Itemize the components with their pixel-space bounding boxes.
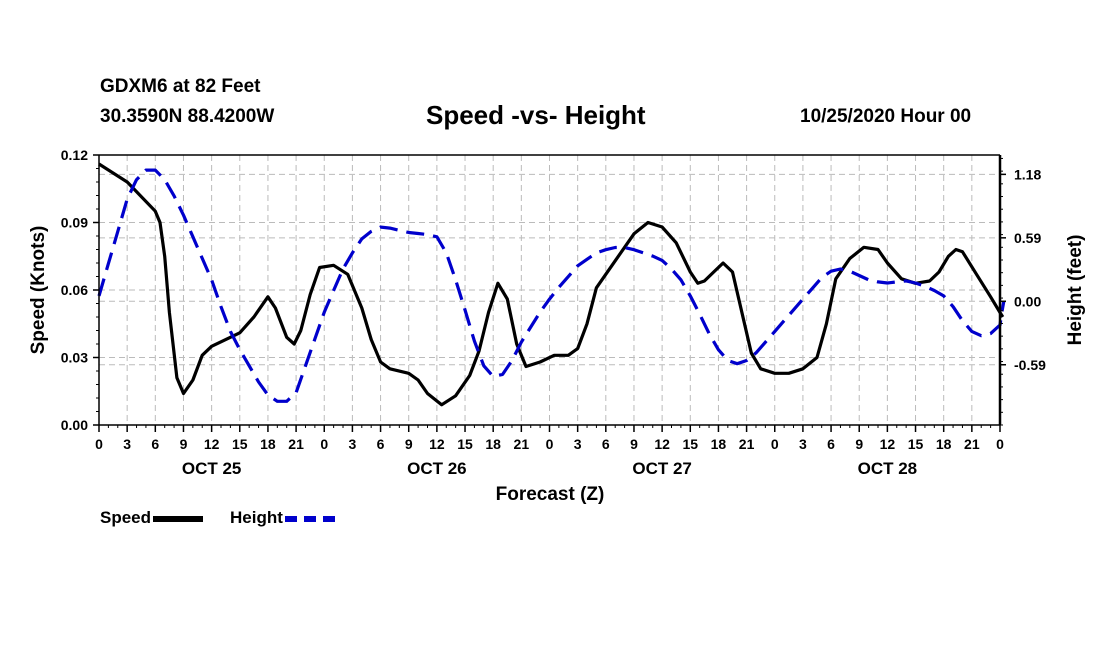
- y-tick-label: 0.09: [61, 215, 88, 231]
- chart-title: Speed -vs- Height: [426, 100, 646, 130]
- label-layer: 0 3 6 9 12 15 18 21 0 3 6 9 12 15 18 21 0 3 6 9 12 15 18 21 0 3 6 9…: [61, 147, 1046, 478]
- y-tick-label: 0.12: [61, 147, 88, 163]
- x-tick-label: 15: [682, 436, 698, 452]
- x-tick-label: 18: [711, 436, 727, 452]
- legend-height-swatch: [284, 515, 335, 522]
- height-series-line: [97, 168, 1006, 403]
- x-tick-label: 12: [204, 436, 220, 452]
- day-label: OCT 28: [858, 459, 918, 478]
- x-tick-label: 0: [95, 436, 103, 452]
- x-tick-label: 6: [151, 436, 159, 452]
- x-tick-label: 21: [514, 436, 530, 452]
- y2-tick-label: -0.59: [1014, 357, 1046, 373]
- x-tick-label: 0: [546, 436, 554, 452]
- x-tick-label: 15: [457, 436, 473, 452]
- x-tick-label: 12: [429, 436, 445, 452]
- legend-speed-swatch: [153, 515, 204, 522]
- x-tick-label: 6: [602, 436, 610, 452]
- speed-series-line: [98, 162, 1005, 407]
- day-label: OCT 25: [182, 459, 242, 478]
- x-tick-label: 3: [799, 436, 807, 452]
- x-tick-label: 9: [405, 436, 413, 452]
- x-tick-label: 21: [739, 436, 755, 452]
- x-tick-label: 9: [180, 436, 188, 452]
- y-tick-label: 0.00: [61, 417, 88, 433]
- x-tick-label: 18: [485, 436, 501, 452]
- y-tick-label: 0.06: [61, 282, 88, 298]
- x-tick-label: 6: [377, 436, 385, 452]
- legend-height-label: Height: [230, 508, 283, 527]
- x-tick-label: 9: [855, 436, 863, 452]
- x-axis-title: Forecast (Z): [496, 484, 605, 505]
- x-tick-label: 0: [771, 436, 779, 452]
- x-tick-label: 3: [574, 436, 582, 452]
- x-tick-label: 15: [232, 436, 248, 452]
- x-tick-label: 0: [320, 436, 328, 452]
- x-tick-label: 21: [288, 436, 304, 452]
- run-time-label: 10/25/2020 Hour 00: [800, 106, 972, 127]
- x-tick-label: 9: [630, 436, 638, 452]
- x-tick-label: 18: [260, 436, 276, 452]
- station-label: GDXM6 at 82 Feet: [100, 76, 261, 97]
- x-tick-label: 21: [964, 436, 980, 452]
- x-tick-label: 15: [908, 436, 924, 452]
- grid-layer: [99, 155, 1000, 425]
- y2-tick-label: 1.18: [1014, 166, 1041, 182]
- day-label: OCT 27: [632, 459, 692, 478]
- series-layer: [97, 162, 1006, 407]
- y-axis-title: Speed (Knots): [28, 226, 49, 355]
- x-tick-label: 12: [880, 436, 896, 452]
- x-tick-label: 0: [996, 436, 1004, 452]
- y-tick-label: 0.03: [61, 350, 88, 366]
- y2-axis-title: Height (feet): [1065, 235, 1086, 346]
- x-tick-label: 3: [349, 436, 357, 452]
- frame-layer: [93, 154, 1006, 432]
- day-label: OCT 26: [407, 459, 467, 478]
- x-tick-label: 6: [827, 436, 835, 452]
- legend-speed-label: Speed: [100, 508, 152, 527]
- y2-tick-label: 0.00: [1014, 293, 1041, 309]
- legend-height: Height: [230, 508, 335, 528]
- x-tick-label: 12: [654, 436, 670, 452]
- x-tick-label: 3: [123, 436, 131, 452]
- coordinates-label: 30.3590N 88.4200W: [100, 106, 275, 127]
- x-tick-label: 18: [936, 436, 952, 452]
- legend-speed: Speed: [100, 508, 204, 528]
- y2-tick-label: 0.59: [1014, 230, 1041, 246]
